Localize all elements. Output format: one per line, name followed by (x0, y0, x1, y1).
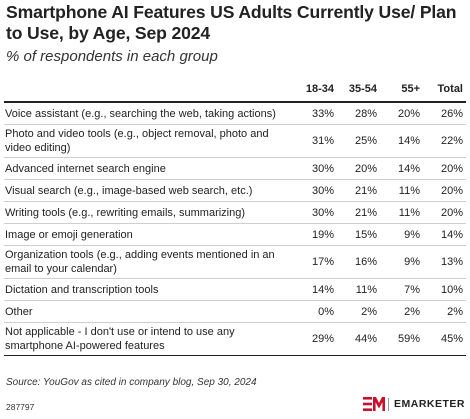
table-row: Other 0% 2% 2% 2% (4, 300, 466, 323)
cell-total: 20% (423, 201, 466, 224)
cell-total: 14% (423, 223, 466, 246)
cell-total: 10% (423, 278, 466, 301)
data-table: 18-34 35-54 55+ Total Voice assistant (e… (4, 79, 466, 356)
row-label: Voice assistant (e.g., searching the web… (4, 102, 294, 125)
cell-total: 20% (423, 157, 466, 180)
table-row: Not applicable - I don't use or intend t… (4, 322, 466, 356)
cell-55-plus: 14% (380, 124, 423, 158)
cell-18-34: 30% (294, 157, 337, 180)
table-row: Organization tools (e.g., adding events … (4, 245, 466, 279)
table-row: Visual search (e.g., image-based web sea… (4, 179, 466, 202)
row-label: Other (4, 300, 294, 323)
cell-total: 13% (423, 245, 466, 279)
cell-total: 45% (423, 322, 466, 356)
chart-id: 287797 (6, 402, 35, 412)
cell-18-34: 33% (294, 102, 337, 125)
column-header-35-54: 35-54 (337, 79, 380, 103)
cell-35-54: 28% (337, 102, 380, 125)
cell-55-plus: 14% (380, 157, 423, 180)
cell-35-54: 44% (337, 322, 380, 356)
cell-total: 2% (423, 300, 466, 323)
cell-18-34: 30% (294, 179, 337, 202)
chart-title: Smartphone AI Features US Adults Current… (6, 2, 457, 43)
table-row: Dictation and transcription tools 14% 11… (4, 278, 466, 301)
row-label: Photo and video tools (e.g., object remo… (4, 124, 294, 158)
table-row: Photo and video tools (e.g., object remo… (4, 124, 466, 158)
row-label: Organization tools (e.g., adding events … (4, 245, 294, 279)
cell-18-34: 19% (294, 223, 337, 246)
emarketer-logo-mark (362, 397, 385, 411)
column-header-total: Total (423, 79, 466, 103)
row-label: Visual search (e.g., image-based web sea… (4, 179, 294, 202)
brand-divider (387, 397, 389, 411)
cell-55-plus: 2% (380, 300, 423, 323)
cell-18-34: 17% (294, 245, 337, 279)
cell-total: 22% (423, 124, 466, 158)
row-label: Dictation and transcription tools (4, 278, 294, 301)
chart-subtitle: % of respondents in each group (6, 48, 218, 65)
cell-18-34: 31% (294, 124, 337, 158)
cell-55-plus: 11% (380, 179, 423, 202)
cell-total: 26% (423, 102, 466, 125)
cell-total: 20% (423, 179, 466, 202)
cell-18-34: 29% (294, 322, 337, 356)
row-label: Writing tools (e.g., rewriting emails, s… (4, 201, 294, 224)
cell-18-34: 0% (294, 300, 337, 323)
table-row: Advanced internet search engine 30% 20% … (4, 157, 466, 180)
column-header-55-plus: 55+ (380, 79, 423, 103)
cell-55-plus: 7% (380, 278, 423, 301)
cell-55-plus: 9% (380, 223, 423, 246)
cell-35-54: 16% (337, 245, 380, 279)
cell-55-plus: 20% (380, 102, 423, 125)
table-row: Writing tools (e.g., rewriting emails, s… (4, 201, 466, 224)
brand-logo: EMARKETER (362, 397, 465, 411)
cell-35-54: 21% (337, 201, 380, 224)
table-row: Image or emoji generation 19% 15% 9% 14% (4, 223, 466, 246)
column-header-label (4, 79, 294, 103)
emarketer-logo-icon (362, 397, 385, 411)
column-header-18-34: 18-34 (294, 79, 337, 103)
cell-35-54: 2% (337, 300, 380, 323)
cell-35-54: 15% (337, 223, 380, 246)
source-note: Source: YouGov as cited in company blog,… (6, 377, 257, 388)
cell-55-plus: 59% (380, 322, 423, 356)
cell-35-54: 11% (337, 278, 380, 301)
header-row: 18-34 35-54 55+ Total (4, 79, 466, 103)
row-label: Image or emoji generation (4, 223, 294, 246)
cell-35-54: 21% (337, 179, 380, 202)
cell-55-plus: 9% (380, 245, 423, 279)
brand-name: EMARKETER (393, 398, 465, 410)
cell-35-54: 20% (337, 157, 380, 180)
row-label: Not applicable - I don't use or intend t… (4, 322, 294, 356)
row-label: Advanced internet search engine (4, 157, 294, 180)
table-row: Voice assistant (e.g., searching the web… (4, 102, 466, 125)
cell-18-34: 14% (294, 278, 337, 301)
cell-18-34: 30% (294, 201, 337, 224)
cell-35-54: 25% (337, 124, 380, 158)
cell-55-plus: 11% (380, 201, 423, 224)
